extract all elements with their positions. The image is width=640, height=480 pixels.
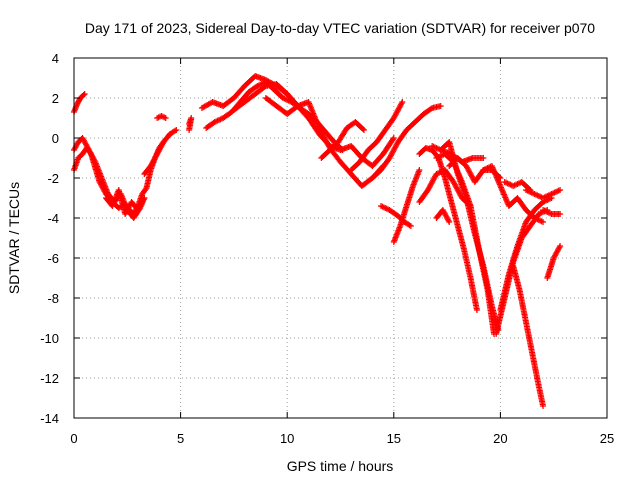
data-point (80, 92, 87, 98)
y-tick-label: -14 (40, 411, 59, 426)
x-tick-label: 5 (177, 431, 184, 446)
data-point (389, 136, 396, 143)
series-sat-aa (510, 263, 547, 409)
x-tick-label: 20 (493, 431, 507, 446)
series-sat-e (141, 127, 180, 177)
data-point (162, 115, 169, 121)
data-point (399, 99, 406, 105)
series-sat-m (348, 99, 406, 173)
x-tick-label: 25 (600, 431, 614, 446)
y-tick-label: 4 (52, 51, 59, 66)
y-tick-label: -10 (40, 331, 59, 346)
series-sat-l (318, 119, 367, 161)
data-point (172, 127, 179, 134)
y-tick-label: 2 (52, 91, 59, 106)
data-point (91, 157, 98, 164)
grid (74, 58, 607, 418)
y-tick-label: -2 (47, 171, 59, 186)
x-axis-label: GPS time / hours (287, 458, 394, 474)
axis-ticks (73, 57, 608, 419)
plot-frame (73, 57, 608, 419)
tick-labels: 0 5 10 15 20 25 -14 -12 -10 -8 -6 -4 -2 0 2 4 (40, 51, 614, 446)
data-point (557, 243, 564, 249)
x-tick-label: 15 (387, 431, 401, 446)
data-point (427, 105, 434, 112)
data-marks (71, 73, 564, 409)
y-tick-label: -4 (47, 211, 59, 226)
y-tick-label: -6 (47, 251, 59, 266)
data-point (540, 403, 547, 409)
series-sat-ac (522, 187, 564, 201)
y-axis-label: SDTVAR / TECUs (6, 182, 22, 294)
data-point (186, 127, 193, 133)
y-tick-label: 0 (52, 131, 59, 146)
x-tick-label: 0 (70, 431, 77, 446)
data-point (473, 307, 480, 313)
data-point (140, 196, 147, 203)
data-point (360, 127, 367, 133)
y-tick-label: -8 (47, 291, 59, 306)
data-point (540, 219, 547, 225)
data-point (161, 114, 168, 121)
data-point (445, 217, 452, 224)
data-point (416, 167, 423, 173)
data-point (359, 126, 366, 132)
data-point (155, 114, 162, 121)
data-point (142, 186, 149, 193)
series-sat-j (230, 81, 397, 169)
series-sat-ad (540, 207, 564, 217)
data-point (81, 91, 88, 97)
series-sat-d (102, 187, 148, 217)
y-tick-label: -12 (40, 371, 59, 386)
data-point (141, 195, 148, 201)
data-point (556, 244, 563, 251)
data-point (437, 103, 444, 109)
data-point (446, 219, 453, 225)
data-point (173, 127, 180, 133)
data-point (480, 155, 487, 161)
data-point (406, 222, 413, 229)
series-sat-n (369, 103, 444, 181)
series-sat-a (71, 91, 88, 115)
series-sat-p (390, 167, 423, 245)
series-sat-ae (544, 243, 564, 281)
data-point (390, 135, 397, 141)
data-point (557, 187, 564, 193)
data-point (407, 223, 414, 229)
data-point (398, 100, 405, 107)
series-sat-f (154, 113, 169, 121)
series-sat-w (433, 207, 453, 225)
data-point (557, 211, 564, 217)
data-point (261, 83, 268, 90)
x-tick-label: 10 (280, 431, 294, 446)
series-sat-g (186, 115, 195, 133)
chart-title: Day 171 of 2023, Sidereal Day-to-day VTE… (85, 20, 595, 36)
data-point (159, 113, 166, 120)
